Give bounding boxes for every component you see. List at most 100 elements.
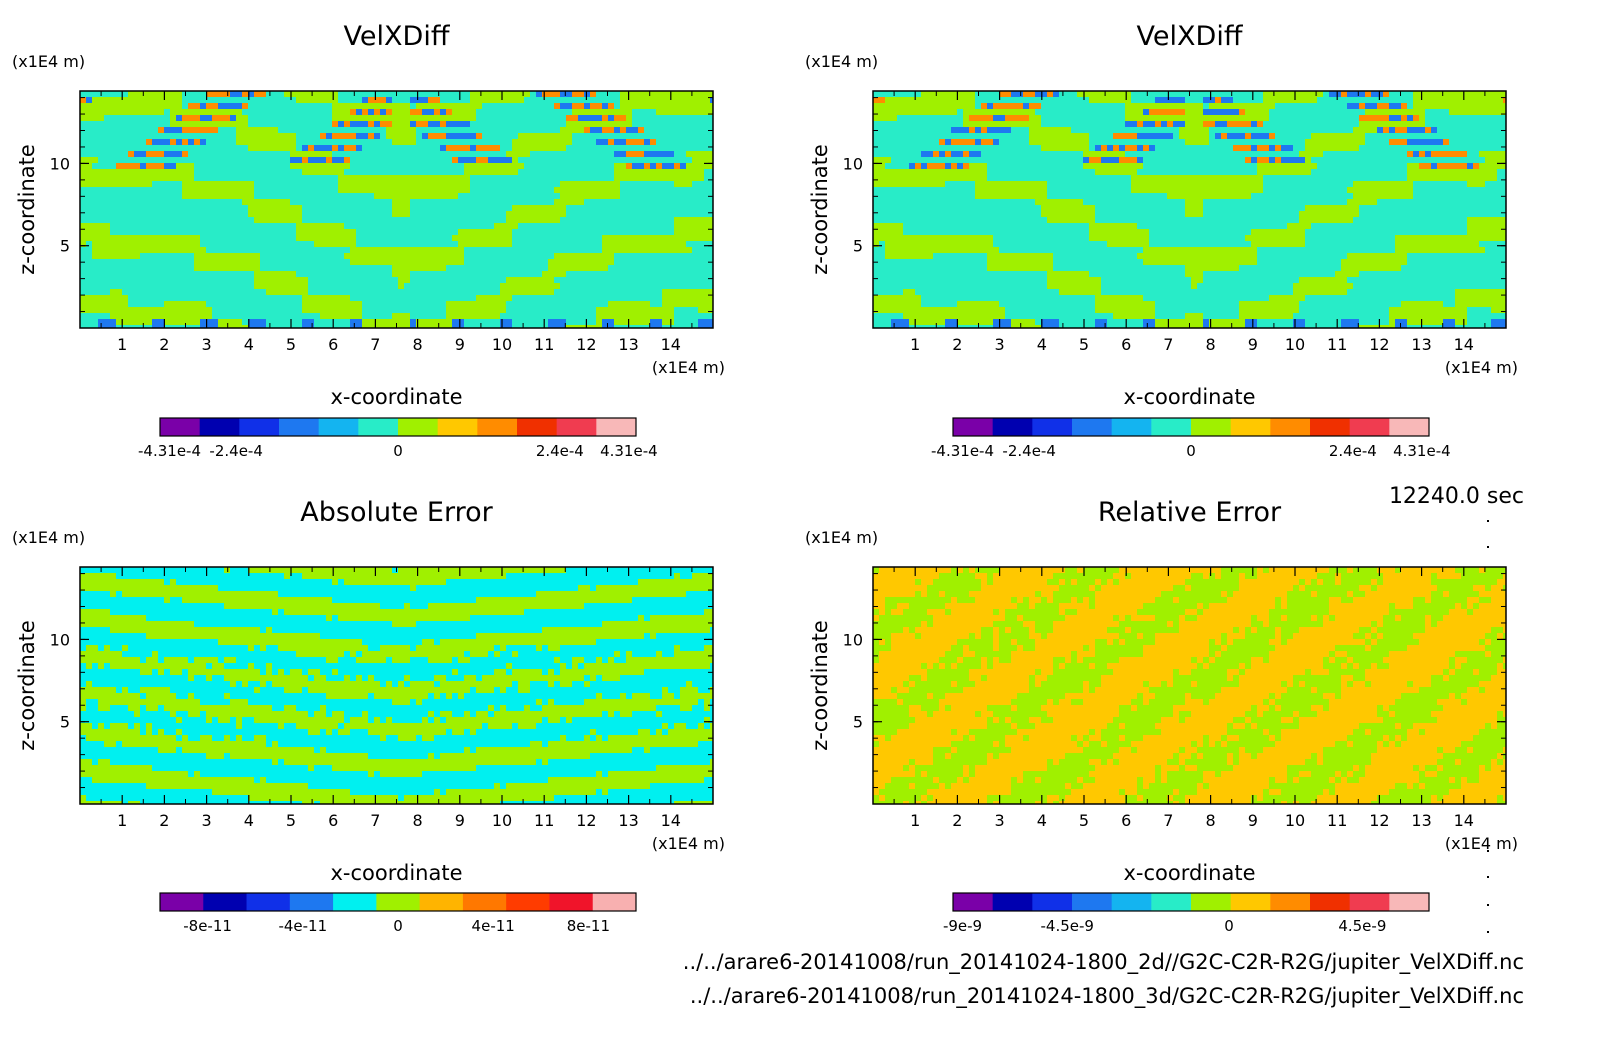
x-axis-label: x-coordinate bbox=[330, 385, 462, 409]
x-tick-label: 4 bbox=[1037, 335, 1047, 354]
colorbar-tick-label: -2.4e-4 bbox=[1002, 442, 1055, 460]
z-tick-label: 5 bbox=[60, 237, 70, 256]
colorbar: -4.31e-4 -2.4e-4 0 2.4e-4 4.31e-4 bbox=[931, 417, 1451, 460]
x-tick-label: 13 bbox=[1411, 335, 1431, 354]
x-tick-label: 11 bbox=[1327, 335, 1347, 354]
x-tick-label: 3 bbox=[202, 811, 212, 830]
colorbar-frame bbox=[952, 417, 1430, 437]
margin-dot bbox=[1487, 931, 1489, 933]
colorbar-swatch bbox=[556, 418, 597, 436]
y-axis-label: z-coordinate bbox=[15, 620, 39, 751]
x-tick-label: 7 bbox=[370, 335, 380, 354]
colorbar-swatch bbox=[1389, 418, 1430, 436]
colorbar-tick-label: 0 bbox=[393, 442, 403, 460]
colorbar-swatch bbox=[1151, 418, 1192, 436]
colorbar-swatch bbox=[1349, 418, 1390, 436]
colorbar-tick-label: -9e-9 bbox=[943, 917, 982, 935]
colorbar-tick-label: 0 bbox=[393, 917, 403, 935]
x-tick-label: 1 bbox=[117, 811, 127, 830]
y-axis-label: z-coordinate bbox=[15, 144, 39, 275]
x-tick-label: 9 bbox=[455, 811, 465, 830]
z-tick-label: 5 bbox=[853, 237, 863, 256]
colorbar-swatch bbox=[289, 893, 334, 911]
x-axis-label: x-coordinate bbox=[330, 861, 462, 885]
colorbar: -4.31e-4 -2.4e-4 0 2.4e-4 4.31e-4 bbox=[138, 417, 658, 460]
colorbar-swatch bbox=[1310, 893, 1351, 911]
z-tick-label: 5 bbox=[853, 713, 863, 732]
panel-3: Absolute Error(x1E4 m)1 2 3 4 5 6 7 8 9 10 11 12 13 1… bbox=[12, 497, 725, 935]
colorbar-tick-label: 8e-11 bbox=[567, 917, 610, 935]
colorbar-swatch bbox=[1072, 893, 1113, 911]
colorbar-tick-label: -4.5e-9 bbox=[1041, 917, 1094, 935]
x-tick-label: 4 bbox=[244, 335, 254, 354]
z-tick-label: 5 bbox=[60, 713, 70, 732]
x-tick-label: 1 bbox=[910, 811, 920, 830]
colorbar-swatch bbox=[992, 893, 1033, 911]
x-tick-label: 4 bbox=[244, 811, 254, 830]
x-tick-label: 7 bbox=[1163, 811, 1173, 830]
colorbar-frame bbox=[159, 417, 637, 437]
plot-title: VelXDiff bbox=[1137, 21, 1244, 52]
x-tick-label: 13 bbox=[1411, 811, 1431, 830]
plot-title: VelXDiff bbox=[344, 21, 451, 52]
x-tick-label: 5 bbox=[286, 811, 296, 830]
colorbar-tick-label: 4.31e-4 bbox=[1393, 442, 1451, 460]
panel-1: VelXDiff(x1E4 m)1 2 3 4 5 6 7 8 9 10 11 12 13 14510(x… bbox=[12, 21, 725, 460]
z-tick-label: 10 bbox=[843, 630, 863, 649]
colorbar-tick-label: 2.4e-4 bbox=[536, 442, 584, 460]
colorbar-swatch bbox=[1151, 893, 1192, 911]
panel-4: Relative Error(x1E4 m)1 2 3 4 5 6 7 8 9 10 11 12 13 1… bbox=[805, 497, 1518, 935]
colorbar-swatch bbox=[1072, 418, 1113, 436]
heatmap-field bbox=[80, 567, 713, 804]
z-tick-label: 10 bbox=[843, 154, 863, 173]
colorbar-frame bbox=[159, 892, 637, 912]
colorbar-swatch bbox=[1230, 418, 1271, 436]
x-tick-label: 10 bbox=[1285, 811, 1305, 830]
x-tick-label: 13 bbox=[618, 335, 638, 354]
colorbar-swatch bbox=[1111, 893, 1152, 911]
colorbar-swatch bbox=[1230, 893, 1271, 911]
z-unit-label: (x1E4 m) bbox=[805, 528, 878, 547]
x-tick-label: 1 bbox=[910, 335, 920, 354]
colorbar-tick-label: -2.4e-4 bbox=[209, 442, 262, 460]
colorbar: -9e-9 -4.5e-9 0 4.5e-9 bbox=[943, 892, 1430, 935]
colorbar-swatch bbox=[279, 418, 320, 436]
y-axis-label: z-coordinate bbox=[808, 620, 832, 751]
colorbar-swatch bbox=[462, 893, 507, 911]
x-tick-label: 14 bbox=[661, 335, 681, 354]
margin-dot bbox=[1487, 850, 1489, 852]
x-tick-label: 11 bbox=[534, 811, 554, 830]
colorbar-swatch bbox=[246, 893, 291, 911]
colorbar-swatch bbox=[1389, 893, 1430, 911]
colorbar-tick-label: -4e-11 bbox=[278, 917, 327, 935]
margin-dot bbox=[1487, 520, 1489, 522]
x-tick-label: 2 bbox=[159, 335, 169, 354]
x-tick-label: 13 bbox=[618, 811, 638, 830]
colorbar-swatch bbox=[160, 418, 201, 436]
panel-2: VelXDiff(x1E4 m)1 2 3 4 5 6 7 8 9 10 11 12 13 14510(x… bbox=[805, 21, 1518, 460]
x-tick-label: 12 bbox=[576, 811, 596, 830]
colorbar-swatch bbox=[203, 893, 248, 911]
x-tick-label: 8 bbox=[413, 811, 423, 830]
colorbar-swatch bbox=[1032, 893, 1073, 911]
x-tick-label: 2 bbox=[952, 811, 962, 830]
z-tick-label: 10 bbox=[50, 630, 70, 649]
x-tick-label: 10 bbox=[492, 811, 512, 830]
x-tick-label: 8 bbox=[1206, 335, 1216, 354]
colorbar-tick-label: 0 bbox=[1224, 917, 1234, 935]
z-unit-label: (x1E4 m) bbox=[12, 52, 85, 71]
z-unit-label: (x1E4 m) bbox=[12, 528, 85, 547]
heatmap-field bbox=[80, 91, 713, 328]
colorbar-swatch bbox=[549, 893, 594, 911]
colorbar-tick-label: 0 bbox=[1186, 442, 1196, 460]
colorbar-swatch bbox=[199, 418, 240, 436]
colorbar-swatch bbox=[437, 418, 478, 436]
x-tick-label: 1 bbox=[117, 335, 127, 354]
x-tick-label: 2 bbox=[952, 335, 962, 354]
colorbar-swatch bbox=[1310, 418, 1351, 436]
colorbar-swatch bbox=[592, 893, 637, 911]
colorbar-swatch bbox=[1191, 418, 1232, 436]
x-tick-label: 14 bbox=[1454, 811, 1474, 830]
x-unit-label: (x1E4 m) bbox=[1445, 358, 1518, 377]
